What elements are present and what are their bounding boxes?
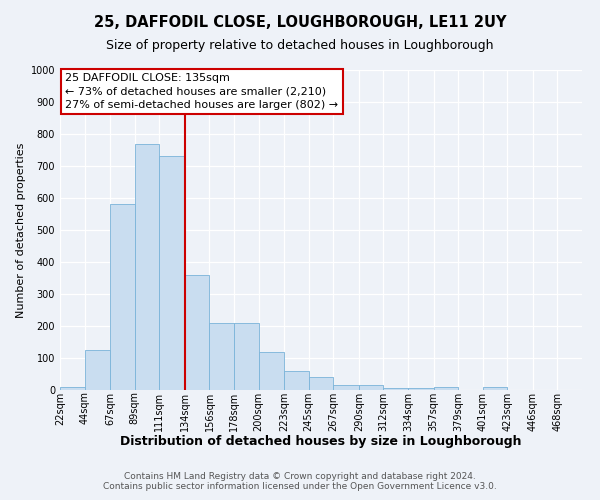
Bar [383, 388, 408, 390]
Text: Size of property relative to detached houses in Loughborough: Size of property relative to detached ho… [106, 39, 494, 52]
Bar [234, 323, 259, 390]
Bar [135, 144, 159, 390]
Y-axis label: Number of detached properties: Number of detached properties [16, 142, 26, 318]
Bar [284, 371, 309, 390]
Bar [434, 388, 458, 390]
Bar [185, 275, 209, 390]
Text: 25, DAFFODIL CLOSE, LOUGHBOROUGH, LE11 2UY: 25, DAFFODIL CLOSE, LOUGHBOROUGH, LE11 2… [94, 15, 506, 30]
Text: 25 DAFFODIL CLOSE: 135sqm
← 73% of detached houses are smaller (2,210)
27% of se: 25 DAFFODIL CLOSE: 135sqm ← 73% of detac… [65, 73, 338, 110]
Bar [408, 388, 434, 390]
Bar [85, 350, 110, 390]
Bar [333, 385, 359, 390]
Bar [60, 387, 85, 390]
Bar [309, 377, 333, 390]
Text: Contains public sector information licensed under the Open Government Licence v3: Contains public sector information licen… [103, 482, 497, 491]
Bar [483, 388, 507, 390]
Bar [259, 352, 284, 390]
X-axis label: Distribution of detached houses by size in Loughborough: Distribution of detached houses by size … [120, 435, 522, 448]
Bar [359, 385, 383, 390]
Bar [159, 156, 185, 390]
Text: Contains HM Land Registry data © Crown copyright and database right 2024.: Contains HM Land Registry data © Crown c… [124, 472, 476, 481]
Bar [110, 204, 135, 390]
Bar [209, 323, 234, 390]
